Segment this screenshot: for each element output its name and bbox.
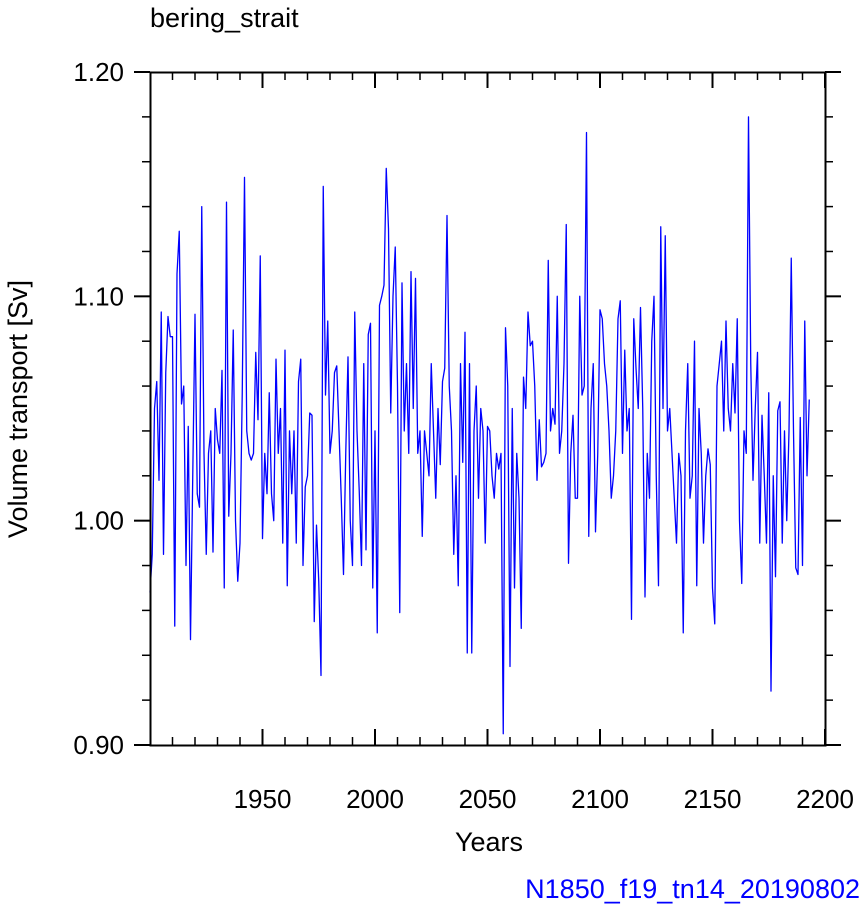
y-tick-label: 1.20 <box>73 57 124 87</box>
plot-frame <box>149 71 827 747</box>
y-tick-labels: 0.90 1.00 1.10 1.20 <box>73 57 124 760</box>
x-tick-label: 2050 <box>459 784 517 814</box>
x-axis-title: Years <box>455 827 523 857</box>
case-annotation: N1850_f19_tn14_20190802 <box>525 874 860 904</box>
x-tick-label: 2000 <box>346 784 404 814</box>
y-tick-label: 0.90 <box>73 730 124 760</box>
x-tick-label: 2150 <box>684 784 742 814</box>
x-tick-label: 2200 <box>796 784 854 814</box>
chart-title: bering_strait <box>150 3 299 33</box>
y-tick-label: 1.10 <box>73 281 124 311</box>
x-tick-label: 1950 <box>234 784 292 814</box>
x-tick-label: 2100 <box>571 784 629 814</box>
x-tick-labels: 1950 2000 2050 2100 2150 2200 <box>234 784 854 814</box>
series-line-0 <box>149 116 810 735</box>
y-axis-title: Volume transport [Sv] <box>3 280 33 538</box>
y-tick-label: 1.00 <box>73 506 124 536</box>
